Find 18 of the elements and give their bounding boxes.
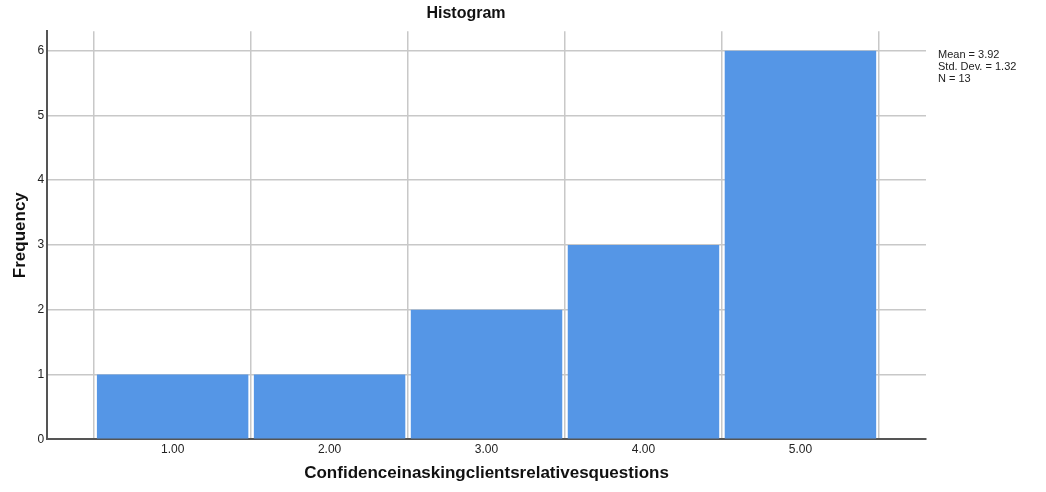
y-tick-label: 2	[37, 301, 45, 316]
y-tick-label: 0	[37, 431, 45, 446]
y-tick-label: 5	[37, 107, 45, 122]
y-tick-label: 1	[37, 366, 45, 381]
x-tick-label: 5.00	[788, 441, 813, 456]
x-tick-label: 4.00	[631, 441, 656, 456]
y-tick-label: 4	[37, 172, 45, 187]
chart-title: Histogram	[426, 4, 506, 22]
x-tick-label: 3.00	[474, 441, 499, 456]
text: Std. Dev. = 1.32	[938, 59, 1017, 72]
y-tick-label: 3	[37, 237, 45, 252]
x-tick-label: 2.00	[317, 441, 342, 456]
x-tick-label: 1.00	[160, 441, 185, 456]
y-axis-title: Frequency	[9, 191, 29, 279]
text: N = 13	[938, 71, 971, 84]
y-tick-label: 6	[37, 42, 45, 57]
text: Mean = 3.92	[938, 47, 1000, 60]
x-axis-title: Confidenceinaskingclientsrelativesquestions	[304, 463, 669, 483]
